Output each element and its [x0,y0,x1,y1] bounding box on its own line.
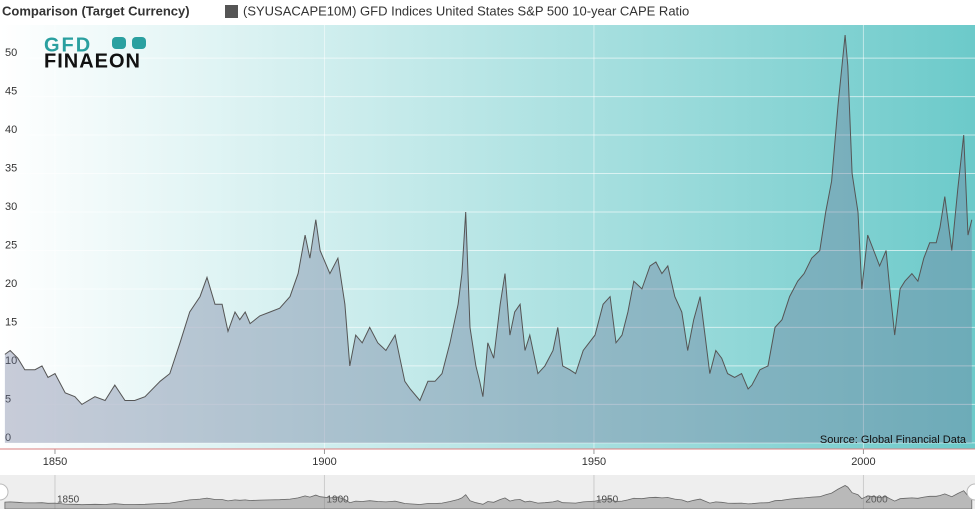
logo-top: GFD [44,34,92,56]
y-tick-label: 0 [5,432,11,444]
navigator-area [4,485,973,509]
navigator-handle[interactable] [0,483,9,501]
logo-leaf [112,37,126,49]
y-tick-label: 25 [5,239,17,251]
y-tick-label: 30 [5,201,17,213]
legend-swatch [225,5,238,18]
y-tick-label: 40 [5,124,17,136]
source-note: Source: Global Financial Data [820,434,967,446]
navigator-tick-label: 1950 [596,495,619,506]
x-tick-label: 1950 [582,456,606,468]
y-tick-label: 10 [5,355,17,367]
y-tick-label: 20 [5,278,17,290]
y-tick-label: 35 [5,162,17,174]
logo-bottom: FINAEON [44,50,141,72]
navigator-tick-label: 2000 [865,495,888,506]
y-tick-label: 45 [5,85,17,97]
navigator-tick-label: 1900 [326,495,349,506]
x-tick-label: 1850 [43,456,67,468]
x-tick-label: 1900 [312,456,336,468]
logo-leaf [132,37,146,49]
area-line [4,34,973,406]
legend-label: (SYUSACAPE10M) GFD Indices United States… [243,3,689,18]
x-tick-label: 2000 [851,456,875,468]
navigator-handle[interactable] [966,483,975,501]
y-tick-label: 15 [5,316,17,328]
area-fill [4,35,972,443]
y-tick-label: 5 [5,393,11,405]
navigator-tick-label: 1850 [57,495,80,506]
y-tick-label: 50 [5,47,17,59]
chart-title: Comparison (Target Currency) [2,3,190,18]
plot-background [0,25,975,449]
